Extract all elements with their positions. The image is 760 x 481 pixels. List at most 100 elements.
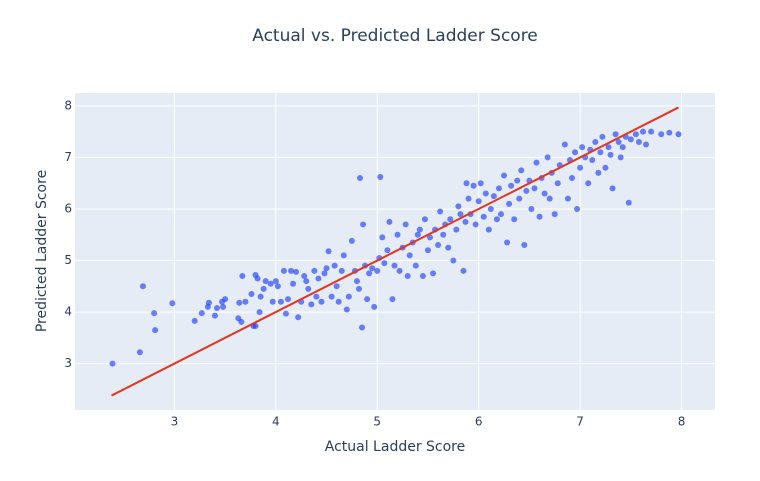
- point: [504, 239, 511, 246]
- point: [293, 268, 300, 275]
- point: [369, 265, 376, 272]
- point: [290, 280, 297, 287]
- point: [447, 216, 454, 223]
- point: [599, 133, 606, 140]
- point: [627, 136, 634, 143]
- point: [323, 265, 330, 272]
- point: [490, 193, 497, 200]
- point: [267, 280, 274, 287]
- point: [222, 296, 229, 303]
- point: [597, 149, 604, 156]
- y-tick-label: 6: [64, 201, 72, 215]
- point: [450, 257, 457, 264]
- point: [321, 270, 328, 277]
- point: [480, 213, 487, 220]
- point: [523, 187, 530, 194]
- point: [585, 180, 592, 187]
- point: [561, 141, 568, 148]
- point: [371, 303, 378, 310]
- point: [416, 226, 423, 233]
- point: [238, 318, 245, 325]
- x-tick-label: 6: [475, 415, 483, 429]
- point: [391, 262, 398, 269]
- point: [477, 180, 484, 187]
- point: [564, 195, 571, 202]
- point: [487, 205, 494, 212]
- point: [445, 244, 452, 251]
- point: [497, 211, 504, 218]
- point: [366, 270, 373, 277]
- point: [205, 299, 212, 306]
- point: [353, 278, 360, 285]
- point: [470, 182, 477, 189]
- point: [531, 185, 538, 192]
- point: [359, 324, 366, 331]
- point: [288, 267, 295, 274]
- point: [511, 216, 518, 223]
- point: [639, 128, 646, 135]
- point: [152, 327, 159, 334]
- point: [595, 169, 602, 176]
- fit-line: [111, 106, 679, 397]
- point: [465, 195, 472, 202]
- point: [463, 180, 470, 187]
- point: [521, 242, 528, 249]
- point: [381, 260, 388, 267]
- point: [374, 267, 381, 274]
- point: [615, 138, 622, 145]
- point: [325, 248, 332, 255]
- point: [495, 185, 502, 192]
- point: [617, 154, 624, 161]
- point: [355, 285, 362, 292]
- point: [551, 211, 558, 218]
- point: [151, 310, 158, 317]
- point: [169, 300, 176, 307]
- point: [256, 309, 263, 316]
- point: [482, 190, 489, 197]
- point: [236, 299, 243, 306]
- point: [426, 234, 433, 241]
- point: [239, 272, 246, 279]
- point: [301, 272, 308, 279]
- point: [455, 203, 462, 210]
- point: [607, 151, 614, 158]
- point: [605, 144, 612, 151]
- point: [501, 172, 508, 179]
- marks: [109, 106, 682, 397]
- point: [335, 298, 342, 305]
- y-tick-label: 7: [64, 150, 72, 164]
- point: [577, 164, 584, 171]
- point: [389, 296, 396, 303]
- x-tick-label: 7: [576, 415, 584, 429]
- point: [625, 199, 632, 206]
- point: [666, 129, 673, 136]
- point: [572, 149, 579, 156]
- point: [544, 154, 551, 161]
- point: [280, 267, 287, 274]
- point: [260, 285, 267, 292]
- x-tick-label: 8: [678, 415, 686, 429]
- point: [435, 242, 442, 249]
- x-axis-title: Actual Ladder Score: [325, 439, 466, 455]
- point: [421, 216, 428, 223]
- y-tick-label: 8: [64, 98, 72, 112]
- point: [282, 310, 289, 317]
- point: [248, 291, 255, 298]
- point: [514, 177, 521, 184]
- point: [472, 221, 479, 228]
- point: [536, 213, 543, 220]
- point: [658, 131, 665, 138]
- point: [139, 283, 146, 290]
- point: [528, 205, 535, 212]
- point: [360, 221, 367, 228]
- point: [295, 314, 302, 321]
- point: [518, 167, 525, 174]
- point: [340, 252, 347, 259]
- point: [220, 303, 227, 310]
- point: [277, 298, 284, 305]
- point: [274, 283, 281, 290]
- point: [211, 312, 218, 319]
- point: [419, 272, 426, 279]
- point: [462, 218, 469, 225]
